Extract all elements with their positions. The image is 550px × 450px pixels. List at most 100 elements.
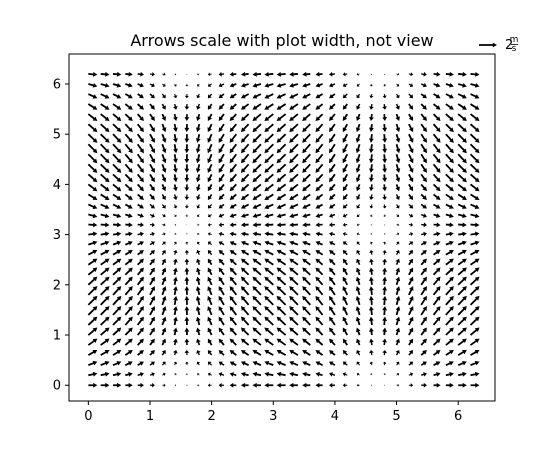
vector-arrow [302, 276, 311, 286]
vector-arrow [445, 153, 454, 164]
vector-arrow [149, 295, 155, 306]
vector-arrow [149, 361, 155, 366]
vector-arrow [329, 213, 336, 218]
vector-arrow [161, 103, 166, 110]
vector-arrow [229, 276, 237, 286]
vector-arrow [342, 350, 348, 356]
vector-arrow [184, 267, 190, 275]
vector-arrow [368, 144, 374, 154]
vector-arrow [100, 231, 110, 237]
vector-arrow [240, 213, 249, 218]
vector-arrow [87, 103, 98, 110]
vector-arrow [396, 361, 400, 366]
vector-arrow [264, 133, 274, 143]
vector-arrow [100, 316, 110, 326]
vector-arrow [356, 184, 361, 192]
y-tick-label: 6 [53, 77, 61, 92]
vector-arrow [161, 241, 166, 246]
vector-arrow [186, 73, 188, 75]
vector-arrow [356, 383, 360, 387]
vector-arrow [470, 213, 480, 219]
vector-arrow [207, 153, 213, 164]
vector-arrow [207, 173, 213, 183]
vector-arrow [408, 372, 414, 377]
vector-arrow [356, 194, 361, 200]
vector-arrow [276, 143, 287, 154]
vector-arrow [302, 82, 311, 88]
vector-arrow [112, 173, 122, 183]
vector-arrow [420, 82, 427, 88]
vector-arrow [240, 93, 250, 99]
vector-arrow [329, 203, 336, 209]
vector-arrow [432, 143, 441, 154]
x-axis-ticks: 0 1 2 3 4 5 6 [84, 401, 462, 424]
vector-arrow [408, 83, 414, 88]
vector-arrow [396, 232, 400, 236]
vector-arrow [88, 371, 98, 377]
vector-arrow [382, 306, 388, 316]
vector-arrow [229, 361, 237, 366]
vector-arrow [240, 276, 250, 286]
vector-arrow [432, 193, 441, 200]
vector-arrow [185, 233, 188, 235]
vector-arrow [173, 286, 178, 296]
vector-arrow [87, 123, 98, 133]
vector-arrow [112, 276, 122, 286]
vector-arrow [329, 231, 336, 237]
vector-arrow [218, 306, 225, 316]
vector-arrow [240, 231, 249, 237]
vector-arrow [136, 316, 144, 326]
vector-arrow [149, 153, 155, 164]
vector-arrow [137, 203, 144, 209]
vector-arrow [124, 316, 133, 326]
vector-arrow [457, 295, 467, 306]
vector-arrow [218, 193, 225, 200]
vector-arrow [408, 231, 414, 237]
vector-arrow [218, 250, 225, 256]
vector-arrow [470, 382, 480, 388]
vector-arrow [369, 250, 374, 255]
vector-arrow [185, 361, 189, 366]
vector-arrow [302, 267, 311, 276]
vector-arrow [457, 316, 467, 326]
vector-arrow [229, 82, 237, 88]
vector-arrow [420, 213, 427, 218]
vector-arrow [276, 213, 286, 219]
vector-arrow [342, 383, 348, 388]
vector-arrow [124, 163, 133, 173]
vector-arrow [342, 258, 348, 266]
vector-arrow [136, 123, 144, 133]
vector-arrow [408, 258, 414, 266]
vector-arrow [229, 173, 237, 183]
vector-arrow [184, 327, 190, 336]
vector-arrow [355, 276, 361, 286]
vector-arrow [289, 258, 299, 266]
vector-arrow [445, 361, 454, 366]
vector-arrow [112, 267, 122, 276]
vector-arrow [329, 258, 336, 266]
arrow-field [87, 71, 480, 388]
vector-arrow [87, 276, 98, 286]
vector-arrow [445, 231, 454, 237]
vector-arrow [252, 306, 262, 316]
vector-arrow [289, 163, 299, 173]
vector-arrow [252, 361, 262, 366]
vector-arrow [329, 241, 336, 246]
vector-arrow [207, 306, 213, 316]
x-tick-label: 5 [392, 409, 400, 424]
vector-arrow [197, 72, 200, 76]
vector-arrow [289, 276, 299, 286]
vector-arrow [276, 153, 287, 164]
vector-arrow [470, 83, 480, 88]
vector-arrow [342, 183, 348, 192]
vector-arrow [329, 372, 336, 377]
vector-arrow [432, 267, 441, 276]
vector-arrow [342, 153, 349, 164]
vector-arrow [470, 193, 480, 200]
vector-arrow [161, 163, 167, 173]
vector-arrow [197, 223, 200, 227]
vector-arrow [329, 276, 336, 286]
vector-arrow [276, 231, 286, 237]
vector-arrow [289, 338, 299, 346]
vector-arrow [396, 373, 400, 376]
